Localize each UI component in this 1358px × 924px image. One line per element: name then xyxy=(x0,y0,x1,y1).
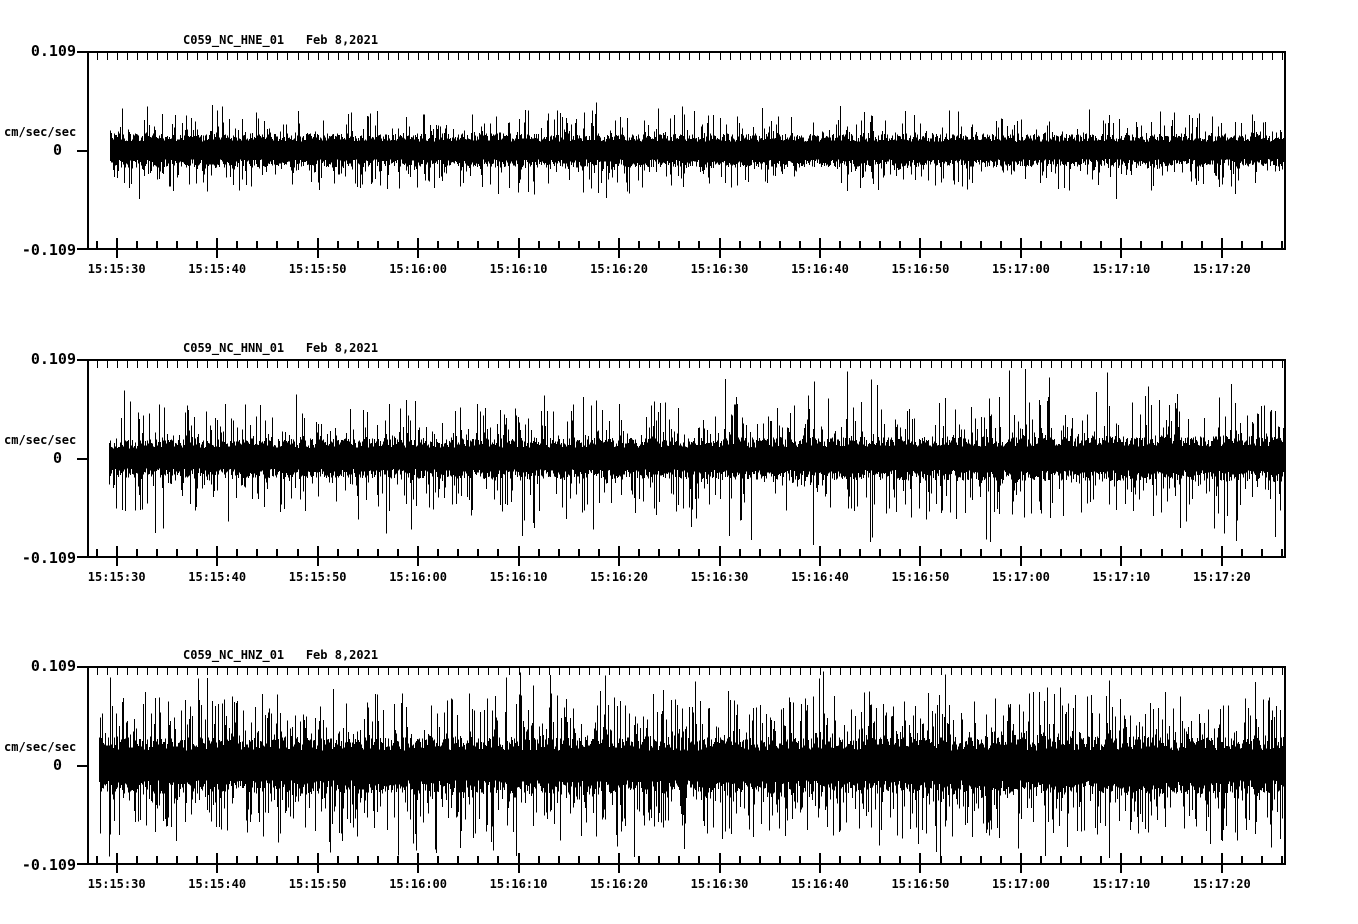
x-tick-label: 15:17:00 xyxy=(992,570,1050,584)
y-tick-label-max: 0.109 xyxy=(30,350,76,368)
x-tick-label: 15:15:30 xyxy=(87,570,146,584)
plot-box xyxy=(77,359,1286,566)
x-tick-label: 15:17:10 xyxy=(1092,262,1151,276)
time-axis-labels: 15:15:30 15:15:40 15:15:50 15:16:00 15:16:10… xyxy=(87,262,1347,278)
x-tick-label: 15:16:50 xyxy=(891,570,950,584)
x-tick-label: 15:15:30 xyxy=(87,877,146,891)
x-tick-label: 15:15:50 xyxy=(288,570,347,584)
y-tick-label-min: -0.109 xyxy=(21,549,76,567)
trace-title: C059_NC_HNN_01 Feb 8,2021 xyxy=(183,341,379,355)
y-tick-label-zero: 0 xyxy=(52,449,62,467)
seismogram-panel-hnz: C059_NC_HNZ_01 Feb 8,2021 0.109 cm/sec/s… xyxy=(0,648,1358,895)
time-axis-labels: 15:15:30 15:15:40 15:15:50 15:16:00 15:16:10… xyxy=(87,877,1347,893)
y-axis-units-label: cm/sec/sec xyxy=(4,433,77,447)
x-tick-label: 15:17:10 xyxy=(1092,570,1151,584)
y-tick-label-max: 0.109 xyxy=(30,42,76,60)
y-tick-label-min: -0.109 xyxy=(21,856,76,874)
y-axis-units-label: cm/sec/sec xyxy=(4,740,77,754)
x-tick-label: 15:16:30 xyxy=(690,570,749,584)
x-tick-label: 15:17:20 xyxy=(1192,570,1251,584)
waveform-trace xyxy=(77,666,1284,873)
y-tick-label-zero: 0 xyxy=(52,756,62,774)
x-tick-label: 15:16:40 xyxy=(791,570,849,584)
trace-title: C059_NC_HNZ_01 Feb 8,2021 xyxy=(183,648,379,662)
y-tick-label-min: -0.109 xyxy=(21,241,76,259)
x-tick-label: 15:16:40 xyxy=(791,262,849,276)
seismogram-panel-hnn: C059_NC_HNN_01 Feb 8,2021 0.109 cm/sec/s… xyxy=(0,341,1358,588)
x-tick-label: 15:15:40 xyxy=(188,262,247,276)
waveform-trace xyxy=(77,51,1284,258)
x-tick-label: 15:16:30 xyxy=(690,262,749,276)
x-tick-label: 15:15:40 xyxy=(188,877,247,891)
x-tick-label: 15:17:20 xyxy=(1192,877,1251,891)
x-tick-label: 15:17:10 xyxy=(1092,877,1151,891)
x-tick-label: 15:16:20 xyxy=(590,262,648,276)
x-tick-label: 15:17:20 xyxy=(1192,262,1251,276)
x-tick-label: 15:17:00 xyxy=(992,262,1050,276)
x-tick-label: 15:15:50 xyxy=(288,877,347,891)
plot-box xyxy=(77,666,1286,873)
x-tick-label: 15:16:10 xyxy=(489,262,548,276)
trace-title: C059_NC_HNE_01 Feb 8,2021 xyxy=(183,33,379,47)
x-tick-label: 15:16:40 xyxy=(791,877,849,891)
x-tick-label: 15:15:30 xyxy=(87,262,146,276)
x-tick-label: 15:16:10 xyxy=(489,570,548,584)
y-axis-units-label: cm/sec/sec xyxy=(4,125,77,139)
x-tick-label: 15:16:20 xyxy=(590,877,648,891)
x-tick-label: 15:16:10 xyxy=(489,877,548,891)
x-tick-label: 15:16:00 xyxy=(389,570,447,584)
x-tick-label: 15:17:00 xyxy=(992,877,1050,891)
x-tick-label: 15:16:30 xyxy=(690,877,749,891)
x-tick-label: 15:16:00 xyxy=(389,877,447,891)
x-tick-label: 15:15:50 xyxy=(288,262,347,276)
y-tick-label-zero: 0 xyxy=(52,141,62,159)
seismogram-panel-hne: C059_NC_HNE_01 Feb 8,2021 0.109 cm/sec/s… xyxy=(0,33,1358,280)
x-tick-label: 15:16:00 xyxy=(389,262,447,276)
x-tick-label: 15:16:20 xyxy=(590,570,648,584)
x-tick-label: 15:16:50 xyxy=(891,262,950,276)
time-axis-labels: 15:15:30 15:15:40 15:15:50 15:16:00 15:16:10… xyxy=(87,570,1347,586)
x-tick-label: 15:16:50 xyxy=(891,877,950,891)
x-tick-label: 15:15:40 xyxy=(188,570,247,584)
y-tick-label-max: 0.109 xyxy=(30,657,76,675)
waveform-trace xyxy=(77,359,1284,566)
plot-box xyxy=(77,51,1286,258)
